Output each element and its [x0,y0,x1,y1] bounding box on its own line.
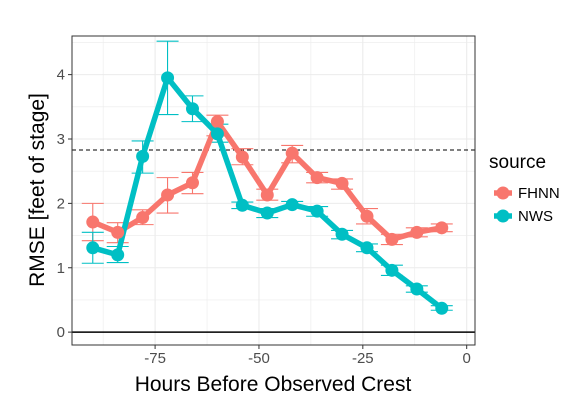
plot-panel [71,35,476,346]
x-tick-label: -25 [352,350,374,367]
fhnn-point [86,215,100,229]
fhnn-point [111,225,125,239]
y-tick-label: 1 [57,260,65,277]
x-axis-ticks: -75 -50 -25 0 [144,345,471,367]
y-axis-title: RMSE [feet of stage] [26,93,49,287]
series-points [86,71,449,315]
fhnn-point [185,176,199,190]
nws-point [285,198,299,212]
x-tick-label: 0 [463,350,471,367]
nws-point [360,241,374,255]
fhnn-point [235,150,249,164]
fhnn-point [335,176,349,190]
fhnn-point [285,146,299,160]
nws-point [86,241,100,255]
plot-border [71,35,476,346]
nws-point [335,227,349,241]
fhnn-point [136,211,150,225]
fhnn-point [260,188,274,202]
legend-label-nws: NWS [518,208,553,225]
fhnn-point [161,188,175,202]
y-axis-ticks: 0 1 2 3 4 [57,67,72,341]
legend: source FHNN NWS [489,152,560,225]
nws-point [136,149,150,163]
nws-point [410,282,424,296]
legend-key-nws-point [496,209,510,223]
y-tick-label: 3 [57,131,65,148]
fhnn-point [210,115,224,129]
y-tick-label: 0 [57,324,65,341]
nws-point [435,301,449,315]
legend-title: source [489,152,546,173]
x-tick-label: -50 [248,350,270,367]
fhnn-point [360,209,374,223]
nws-point [260,206,274,220]
nws-point [185,102,199,116]
legend-key-fhnn-point [496,186,510,200]
nws-point [235,198,249,212]
legend-label-fhnn: FHNN [518,185,560,202]
nws-point [161,71,175,85]
fhnn-point [310,171,324,185]
fhnn-point [410,225,424,239]
fhnn-point [385,232,399,246]
nws-point [111,248,125,262]
x-axis-title: Hours Before Observed Crest [135,373,412,396]
fhnn-point [435,221,449,235]
reference-lines [72,149,475,333]
nws-point [310,204,324,218]
nws-point [210,127,224,141]
y-tick-label: 4 [57,67,65,84]
x-tick-label: -75 [144,350,166,367]
nws-point [385,263,399,277]
y-tick-label: 2 [57,195,65,212]
legend-keys: FHNN NWS [494,185,560,225]
